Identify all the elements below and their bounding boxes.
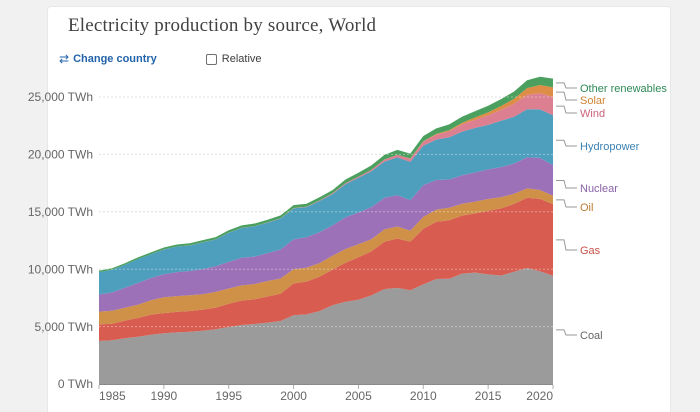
x-tick-label-2015: 2015 [475,389,502,403]
y-tick-label-10000: 10,000 TWh [28,262,93,276]
relative-toggle[interactable]: Relative [205,53,262,65]
area-oil[interactable] [99,188,553,325]
y-tick-label-15000: 15,000 TWh [28,205,93,219]
x-tick-label-2000: 2000 [280,389,307,403]
legend-connector-oil [556,199,577,208]
legend-connector-nuclear [556,180,577,189]
legend-connector-wind [556,105,577,114]
legend-label-gas[interactable]: Gas [580,245,601,257]
x-tick-label-1995: 1995 [215,389,242,403]
legend-connector-coal [556,329,577,336]
y-tick-label-0: 0 TWh [58,377,93,391]
change-country-button[interactable]: ⇄ Change country [59,53,157,65]
legend-label-oil[interactable]: Oil [580,202,593,214]
x-tick-label-1985: 1985 [99,389,126,403]
x-tick-label-2005: 2005 [345,389,372,403]
x-tick-label-1990: 1990 [151,389,178,403]
area-solar[interactable] [99,85,553,273]
area-gas[interactable] [99,197,553,341]
legend-connector-hydropower [556,139,577,147]
y-tick-label-20000: 20,000 TWh [28,148,93,162]
area-wind[interactable] [99,93,553,273]
legend-connector-other-renewables [556,82,577,89]
legend-label-solar[interactable]: Solar [580,95,606,107]
area-nuclear[interactable] [99,157,553,312]
relative-checkbox[interactable] [205,53,217,65]
legend-label-wind[interactable]: Wind [580,108,605,120]
y-tick-label-5000: 5,000 TWh [35,320,93,334]
relative-label: Relative [221,53,262,65]
area-other-renewables[interactable] [99,76,553,273]
legend-connector-solar [556,91,577,101]
legend-label-hydropower[interactable]: Hydropower [580,141,640,153]
y-tick-label-25000: 25,000 TWh [28,90,93,104]
legend-connector-gas [556,239,577,251]
legend-label-other-renewables[interactable]: Other renewables [580,83,667,95]
legend-label-coal[interactable]: Coal [580,330,603,342]
area-coal[interactable] [99,268,553,384]
x-tick-label-2010: 2010 [410,389,437,403]
change-country-label: Change country [73,53,157,65]
area-hydropower[interactable] [99,109,553,295]
chart-title: Electricity production by source, World [68,15,377,36]
swap-arrows-icon: ⇄ [59,52,70,66]
controls-row: ⇄ Change country Relative [59,51,262,67]
x-tick-label-2020: 2020 [526,389,553,403]
legend-label-nuclear[interactable]: Nuclear [580,183,618,195]
